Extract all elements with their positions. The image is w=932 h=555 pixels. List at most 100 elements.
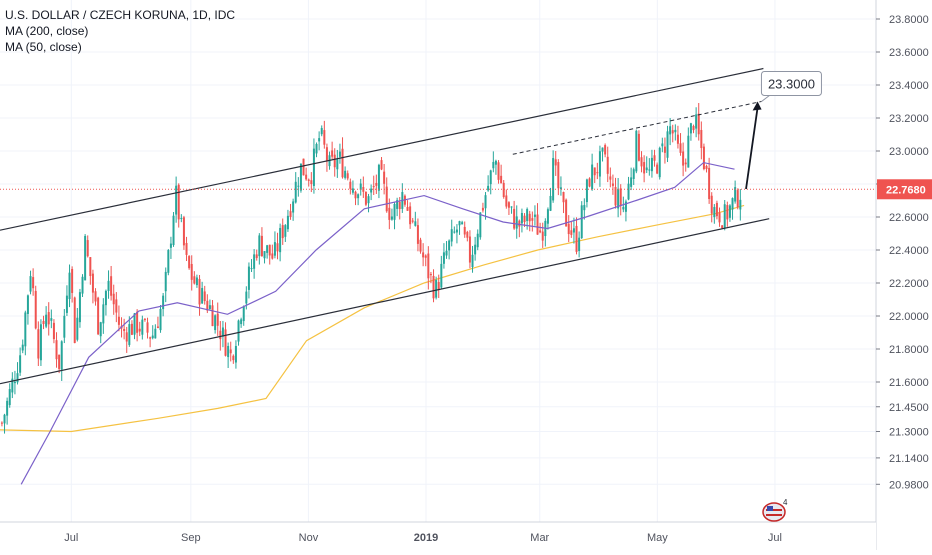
candle-body (320, 128, 323, 135)
candle-body (208, 305, 211, 309)
candle-body (338, 151, 341, 157)
candle-body (528, 213, 531, 222)
price-tick-label: 22.2000 (889, 278, 929, 290)
candle-body (442, 252, 445, 264)
candle-body (260, 235, 263, 257)
candle-body (229, 349, 232, 354)
candle-body (687, 135, 690, 168)
candle-body (250, 268, 253, 270)
candle-body (593, 167, 596, 176)
candle-body (640, 157, 643, 167)
ma200-line-path (0, 204, 745, 433)
price-tick-label: 20.9800 (889, 479, 929, 491)
target-callout[interactable]: 23.3000 (760, 71, 822, 102)
candle-body (554, 159, 557, 166)
candle-body (474, 244, 477, 255)
candle-body (333, 154, 336, 168)
candle-body (661, 143, 664, 147)
candle-body (515, 216, 518, 229)
candle-body (167, 250, 170, 273)
candle-body (245, 291, 248, 304)
candle-body (414, 221, 417, 226)
price-tick-label: 23.2000 (889, 113, 929, 125)
candle-body (310, 180, 313, 185)
candle-body (125, 332, 128, 342)
candles (0, 102, 742, 434)
candle-body (276, 243, 279, 252)
candle-body (149, 337, 152, 339)
target-callout-label: 23.3000 (768, 77, 815, 92)
candle-body (164, 271, 167, 292)
candle-body (552, 158, 555, 201)
candle-body (697, 113, 700, 135)
candle-body (63, 315, 66, 338)
candle-body (247, 266, 250, 290)
legend-symbol[interactable]: U.S. DOLLAR / CZECH KORUNA, 1D, IDC (5, 8, 236, 22)
chart-legend: U.S. DOLLAR / CZECH KORUNA, 1D, IDC MA (… (5, 7, 235, 55)
candle-body (411, 220, 414, 222)
candle-body (416, 225, 419, 244)
candle-body (279, 228, 282, 253)
trendline-drawings[interactable] (0, 67, 770, 385)
candle-body (468, 236, 471, 263)
candle-body (133, 313, 136, 335)
candle-body (536, 214, 539, 235)
candle-body (3, 414, 6, 424)
candle-body (372, 186, 375, 188)
candle-body (297, 185, 300, 187)
price-tick-label: 21.1400 (889, 453, 929, 465)
candle-body (489, 170, 492, 185)
candle-body (406, 206, 409, 211)
candle-body (219, 330, 222, 340)
candle-body (429, 274, 432, 276)
candle-body (102, 304, 105, 324)
candle-body (346, 173, 349, 179)
candle-body (169, 243, 172, 248)
time-tick-label: Mar (530, 532, 549, 544)
candle-body (591, 164, 594, 190)
candle-body (471, 254, 474, 268)
candle-body (203, 291, 206, 302)
candle-body (286, 215, 289, 230)
candle-body (34, 290, 37, 329)
time-axis-panel (0, 522, 876, 550)
candle-body (619, 188, 622, 206)
target-callout-box[interactable] (760, 71, 822, 96)
candle-body (341, 148, 344, 178)
time-tick-label: Jul (64, 532, 78, 544)
candle-body (674, 129, 677, 133)
candle-body (385, 186, 388, 212)
legend-ma200[interactable]: MA (200, close) (5, 24, 89, 38)
projection-arrow-head-icon (752, 101, 762, 111)
candle-body (598, 151, 601, 177)
candle-body (255, 254, 258, 259)
candle-body (614, 187, 617, 206)
candle-body (39, 324, 42, 361)
candle-body (370, 188, 373, 193)
candle-body (492, 161, 495, 169)
candle-body (162, 295, 165, 310)
candle-body (666, 131, 669, 158)
candle-body (546, 209, 549, 224)
price-tick-label: 23.8000 (889, 14, 929, 26)
candle-body (206, 300, 209, 311)
candle-body (232, 355, 235, 361)
candle-body (172, 215, 175, 246)
candle-body (128, 324, 131, 345)
candle-body (266, 245, 269, 253)
candle-body (180, 217, 183, 219)
last-price-label-box (877, 179, 932, 200)
candle-body (81, 276, 84, 294)
candle-body (216, 313, 219, 326)
candle-body (671, 130, 674, 134)
candle-body (240, 319, 243, 325)
candle-body (396, 200, 399, 209)
candle-body (50, 318, 53, 321)
candle-body (193, 276, 196, 284)
candle-body (523, 215, 526, 223)
candle-body (58, 354, 61, 369)
legend-ma50[interactable]: MA (50, close) (5, 40, 82, 54)
candle-body (294, 181, 297, 203)
